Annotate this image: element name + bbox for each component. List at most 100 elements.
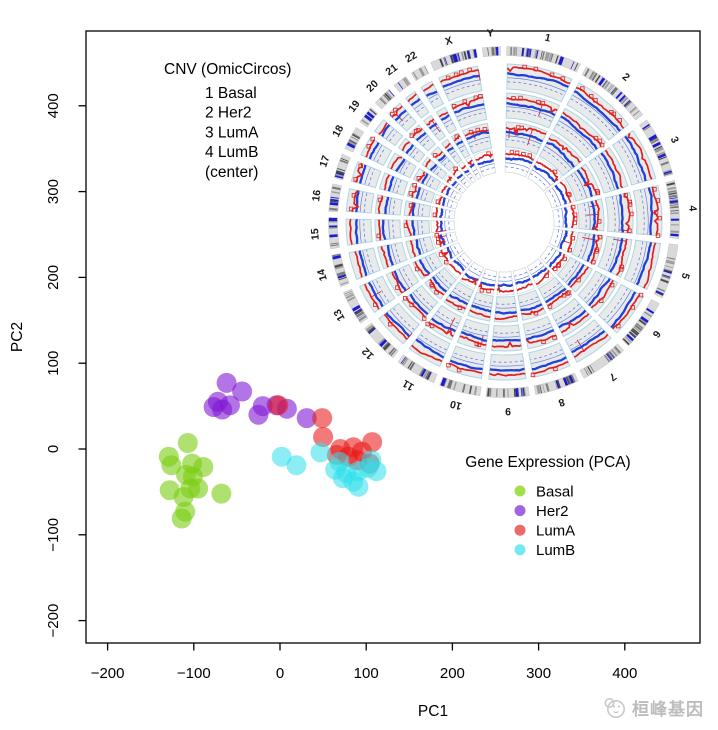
reference-line [456, 108, 485, 118]
cytoband [384, 93, 392, 100]
reference-line [608, 238, 619, 271]
reference-line [359, 219, 362, 243]
cnv-red-series [461, 165, 467, 170]
cytoband [330, 198, 339, 202]
cnv-blue-series [395, 158, 406, 172]
y-tick-label: 200 [45, 265, 62, 290]
annotation-line: 2 Her2 [205, 105, 252, 122]
cnv-red-series [615, 238, 628, 276]
reference-line [444, 209, 447, 218]
cytoband [670, 206, 679, 209]
cnv-red-series [521, 307, 544, 315]
cytoband [522, 48, 524, 57]
cytoband [337, 272, 346, 276]
reference-line-dashed [470, 265, 482, 273]
chromosome-label: 16 [310, 189, 324, 202]
cytoband [602, 80, 608, 88]
cytoband [340, 281, 349, 286]
cytoband [398, 82, 404, 89]
reference-line-dashed [429, 178, 435, 187]
cytoband [329, 202, 339, 206]
cytoband [515, 47, 518, 56]
track-panel [611, 129, 657, 186]
cytoband [628, 331, 637, 339]
cytoband [635, 323, 643, 331]
cytoband [356, 311, 364, 317]
cnv-track-2 [374, 92, 634, 352]
y-tick-label: 0 [45, 445, 62, 453]
cytoband [646, 307, 655, 314]
reference-line-dashed [443, 160, 450, 166]
cytoband [624, 336, 632, 343]
cytoband [367, 326, 376, 334]
reference-line [557, 230, 563, 248]
cytoband [329, 207, 338, 210]
chromosome-label: 8 [557, 395, 566, 408]
cnv-blue-series [548, 251, 562, 268]
cnv-red-series [354, 162, 364, 183]
reference-line [546, 249, 557, 264]
reference-line-dashed [570, 98, 615, 136]
reference-line-dashed [604, 288, 628, 321]
cytoband [489, 388, 491, 397]
cytoband [636, 323, 644, 329]
track-panel [551, 297, 593, 338]
reference-line-dashed [481, 167, 495, 172]
track-panel [493, 295, 519, 323]
cnv-red-series [651, 186, 660, 236]
chromosome-label: 20 [364, 78, 381, 95]
cytoband [347, 141, 356, 147]
cnv-blue-series [415, 131, 427, 142]
cnv-blue-series [455, 140, 464, 146]
cnv-red-series [438, 111, 449, 118]
reference-line [552, 187, 562, 206]
reference-line [372, 281, 386, 305]
cytoband [446, 379, 452, 389]
cnv-blue-series [446, 247, 453, 260]
watermark-logo-icon [603, 696, 627, 720]
reference-line [455, 183, 459, 188]
cnv-red-series [426, 118, 435, 126]
cnv-blue-series [411, 202, 416, 217]
reference-line [458, 145, 465, 149]
cytoband [473, 49, 478, 58]
reference-line [472, 302, 492, 308]
axes: −200 −100 0 100 200 300 400 PC1 −200 −100 0 100 200 3… [9, 30, 701, 720]
cytoband [495, 388, 498, 397]
reference-line [493, 335, 520, 338]
cytoband [331, 191, 340, 194]
cytoband [332, 253, 341, 257]
track-panel [348, 247, 381, 280]
track-panel [517, 289, 547, 321]
cytoband [469, 385, 472, 394]
cnv-blue-series [393, 270, 407, 292]
chromosome-label: 17 [317, 154, 332, 169]
cnv-blue-series [425, 90, 438, 97]
reference-line [398, 269, 410, 288]
cytoband [357, 314, 365, 319]
scatter-point [332, 468, 353, 489]
reference-line [399, 160, 407, 173]
cytoband [409, 362, 415, 370]
reference-line-dashed [450, 201, 454, 208]
track-panel [506, 63, 573, 103]
cytoband [604, 355, 610, 363]
cytoband [424, 65, 429, 74]
track-panel [443, 174, 467, 194]
cnv-blue-series [421, 173, 429, 184]
reference-line [425, 176, 432, 186]
cytoband [369, 108, 377, 115]
reference-line [445, 233, 450, 244]
cnv-blue-series [469, 163, 475, 169]
cnv-spike [586, 213, 599, 216]
cytoband [453, 381, 457, 390]
cnv-blue-series [558, 309, 587, 329]
reference-line [531, 352, 564, 364]
reference-line [443, 119, 452, 124]
reference-line [634, 242, 648, 284]
cnv-blue-series [571, 330, 606, 354]
chromosome-label: X [444, 34, 454, 48]
cnv-blue-series [394, 109, 407, 122]
track-panel [588, 146, 629, 194]
cytoband [340, 158, 349, 162]
